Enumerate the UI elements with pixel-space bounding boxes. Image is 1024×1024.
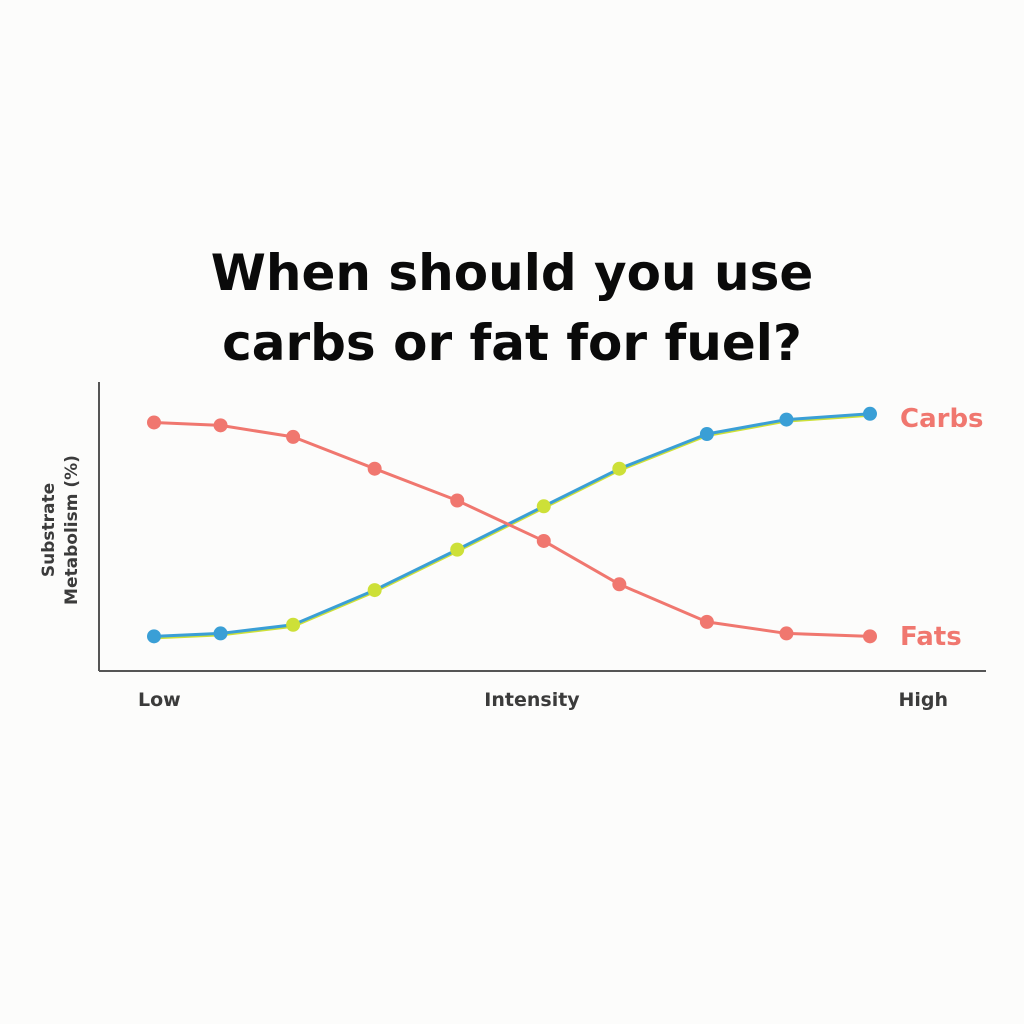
x-tick-label-high: High bbox=[898, 689, 948, 711]
data-point-fats-9 bbox=[779, 626, 794, 641]
series-layer bbox=[147, 406, 877, 644]
data-point-carbs-5 bbox=[450, 542, 465, 557]
y-axis-label-line-2: Metabolism (%) bbox=[62, 455, 82, 605]
data-point-fats-2 bbox=[213, 418, 228, 433]
series-line-fats bbox=[153, 420, 871, 638]
data-point-fats-1 bbox=[147, 415, 161, 430]
data-point-carbs-2 bbox=[213, 626, 228, 641]
data-point-fats-4 bbox=[367, 461, 382, 476]
data-point-carbs-7 bbox=[612, 461, 627, 476]
chart-title-line-1: When should you use bbox=[210, 244, 814, 302]
x-axis-label: Intensity bbox=[484, 689, 580, 711]
y-axis-label-line-1: Substrate bbox=[39, 483, 59, 577]
data-point-carbs-1 bbox=[147, 629, 161, 644]
series-line-carbs bbox=[153, 412, 871, 638]
data-point-fats-8 bbox=[699, 614, 714, 629]
series-label-carbs: Carbs bbox=[900, 404, 984, 434]
x-tick-label-low: Low bbox=[138, 689, 181, 711]
chart-title-line-2: carbs or fat for fuel? bbox=[222, 314, 802, 372]
data-point-fats-6 bbox=[536, 533, 551, 548]
data-point-carbs-4 bbox=[367, 583, 382, 598]
data-point-carbs-8 bbox=[699, 427, 714, 442]
data-point-carbs-3 bbox=[286, 617, 301, 632]
series-label-fats: Fats bbox=[900, 622, 962, 652]
data-point-carbs-10 bbox=[863, 406, 877, 421]
data-point-fats-5 bbox=[450, 493, 465, 508]
data-point-carbs-6 bbox=[536, 499, 551, 514]
data-point-fats-10 bbox=[863, 629, 877, 644]
data-point-carbs-9 bbox=[779, 412, 794, 427]
data-point-fats-7 bbox=[612, 577, 627, 592]
data-point-fats-3 bbox=[286, 429, 301, 444]
